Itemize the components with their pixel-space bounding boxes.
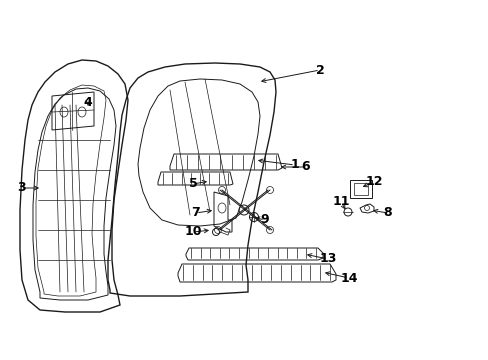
Bar <box>349 180 371 198</box>
Text: 10: 10 <box>184 225 202 238</box>
Text: 7: 7 <box>191 207 200 220</box>
Bar <box>353 183 367 195</box>
Text: 9: 9 <box>260 213 269 226</box>
Text: 4: 4 <box>83 95 92 108</box>
Text: 5: 5 <box>188 177 197 190</box>
Text: 2: 2 <box>315 63 324 77</box>
Text: 14: 14 <box>340 271 357 284</box>
Text: 11: 11 <box>331 195 349 208</box>
Text: 13: 13 <box>319 252 336 265</box>
Text: 1: 1 <box>290 158 299 171</box>
Text: 6: 6 <box>301 161 310 174</box>
Text: 8: 8 <box>383 207 391 220</box>
Text: 3: 3 <box>18 181 26 194</box>
Text: 12: 12 <box>365 175 382 189</box>
